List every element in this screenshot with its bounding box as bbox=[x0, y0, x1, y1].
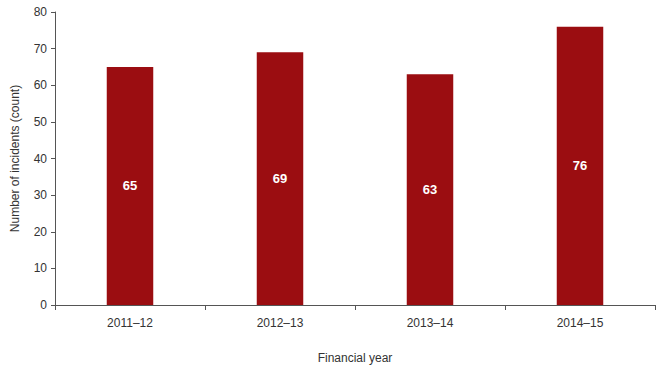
svg-text:50: 50 bbox=[34, 115, 48, 129]
svg-text:0: 0 bbox=[40, 298, 47, 312]
svg-text:30: 30 bbox=[34, 188, 48, 202]
svg-text:10: 10 bbox=[34, 261, 48, 275]
svg-text:80: 80 bbox=[34, 5, 48, 19]
svg-text:69: 69 bbox=[273, 171, 287, 186]
svg-text:2012–13: 2012–13 bbox=[257, 316, 304, 330]
svg-text:76: 76 bbox=[573, 158, 587, 173]
svg-text:70: 70 bbox=[34, 42, 48, 56]
svg-text:2014–15: 2014–15 bbox=[557, 316, 604, 330]
svg-text:2011–12: 2011–12 bbox=[107, 316, 153, 330]
svg-text:40: 40 bbox=[34, 152, 48, 166]
svg-text:2013–14: 2013–14 bbox=[407, 316, 454, 330]
svg-text:Financial year: Financial year bbox=[318, 351, 393, 365]
svg-text:63: 63 bbox=[423, 182, 437, 197]
svg-text:20: 20 bbox=[34, 225, 48, 239]
svg-text:60: 60 bbox=[34, 78, 48, 92]
svg-text:Number of incidents (count): Number of incidents (count) bbox=[8, 85, 22, 232]
svg-text:65: 65 bbox=[123, 178, 137, 193]
